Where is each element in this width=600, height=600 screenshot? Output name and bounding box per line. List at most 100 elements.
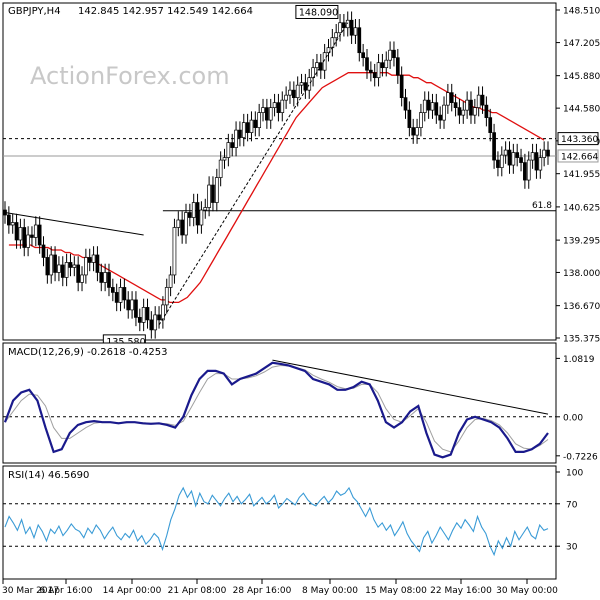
- candle-body: [453, 102, 458, 108]
- candle-body: [395, 57, 400, 76]
- candle-body: [76, 264, 81, 283]
- rsi-line-path: [4, 486, 549, 557]
- time-tick-label: 22 May 16:00: [430, 586, 492, 596]
- candle-body: [114, 292, 119, 303]
- candle-body: [22, 227, 27, 248]
- candle-body: [276, 102, 281, 113]
- candle-body: [164, 287, 169, 306]
- time-tick-label: 21 Apr 08:00: [168, 586, 227, 596]
- trendlines: [4, 22, 349, 326]
- price-axis-ticks: 148.510147.205145.880144.580143.270141.9…: [556, 7, 600, 345]
- candle-body: [291, 89, 296, 98]
- candle-body: [442, 104, 446, 121]
- rsi-line: [4, 486, 549, 557]
- rsi-tick-label: 30: [566, 543, 578, 553]
- candle-body: [426, 99, 431, 111]
- candle-body: [422, 99, 427, 113]
- price-level-tag: [557, 132, 599, 146]
- candle-body: [95, 254, 100, 273]
- candle-body: [534, 152, 539, 171]
- price-panel-frame: [2, 2, 557, 341]
- fib-label: 61.8: [532, 201, 552, 211]
- candle-body: [388, 49, 392, 61]
- candle-body: [365, 57, 369, 71]
- candle-body: [211, 184, 215, 203]
- candle-body: [526, 159, 531, 181]
- macd-axis-ticks: 1.0819 0.00 -0.7226: [556, 355, 598, 462]
- candle-body: [180, 219, 184, 236]
- candle-body: [284, 94, 288, 101]
- candle-body: [295, 84, 300, 98]
- candle-body: [184, 212, 188, 236]
- macd-trendline: [272, 359, 549, 415]
- candle-body: [507, 149, 512, 166]
- candle-body: [188, 212, 192, 218]
- candle-body: [411, 127, 416, 136]
- price-tick-label: 144.580: [563, 105, 600, 115]
- candle-body: [91, 254, 96, 263]
- candle-body: [118, 287, 123, 303]
- candle-body: [546, 149, 550, 157]
- candle-body: [542, 149, 546, 158]
- candle-body: [26, 234, 30, 248]
- time-tick-label: 30 Mar 2017: [2, 586, 59, 596]
- candle-body: [84, 257, 88, 276]
- candle-body: [407, 109, 412, 128]
- price-annotation-box: [295, 4, 339, 19]
- candle-body: [523, 162, 527, 181]
- candle-body: [265, 107, 269, 121]
- price-tick-label: 147.205: [563, 39, 600, 49]
- time-tick-label: 15 May 08:00: [365, 586, 427, 596]
- candle-body: [49, 254, 54, 276]
- price-level-tag: [557, 149, 599, 163]
- candle-body: [253, 119, 258, 128]
- candle-body: [315, 62, 319, 69]
- candle-body: [538, 157, 543, 171]
- candle-body: [311, 67, 315, 79]
- candle-body: [465, 99, 469, 111]
- candle-body: [99, 272, 104, 283]
- candle-body: [195, 202, 200, 226]
- candle-body: [207, 184, 211, 208]
- candle-body: [484, 104, 489, 118]
- price-tick-label: 135.375: [563, 335, 600, 345]
- candle-body: [511, 152, 516, 166]
- price-level-labels: 143.360 142.664 61.8: [532, 132, 599, 211]
- price-tick-label: 139.295: [563, 237, 600, 247]
- candle-body: [334, 32, 339, 39]
- rsi-tick-label: 70: [566, 500, 578, 510]
- candle-body: [172, 227, 177, 276]
- candle-body: [492, 132, 496, 161]
- candle-body: [10, 222, 15, 226]
- resistance-trendline: [4, 212, 144, 236]
- candle-body: [272, 102, 277, 108]
- candle-body: [107, 272, 111, 288]
- candle-body: [234, 129, 238, 148]
- candle-body: [60, 264, 65, 278]
- rsi-panel-frame: [2, 465, 557, 580]
- ohlc-label: 142.845 142.957 142.549 142.664: [78, 6, 253, 17]
- candle-body: [457, 107, 462, 116]
- candle-body: [357, 27, 362, 54]
- candle-body: [137, 317, 142, 323]
- watermark: ActionForex.com: [30, 62, 230, 90]
- candle-body: [64, 262, 69, 278]
- candle-body: [18, 227, 23, 241]
- price-levels: [3, 138, 556, 212]
- candle-body: [519, 157, 523, 163]
- candle-body: [68, 262, 73, 268]
- price-tick-label: 140.625: [563, 203, 600, 213]
- candle-body: [245, 122, 250, 133]
- candle-body: [57, 264, 61, 273]
- candle-body: [446, 92, 450, 106]
- candle-body: [261, 107, 265, 113]
- price-candles: [3, 11, 550, 339]
- candle-body: [268, 107, 273, 121]
- candle-body: [288, 89, 292, 96]
- price-level-tag-label: 142.664: [561, 152, 598, 162]
- candle-body: [72, 264, 77, 268]
- candle-body: [153, 314, 158, 331]
- rsi-levels: [3, 503, 556, 547]
